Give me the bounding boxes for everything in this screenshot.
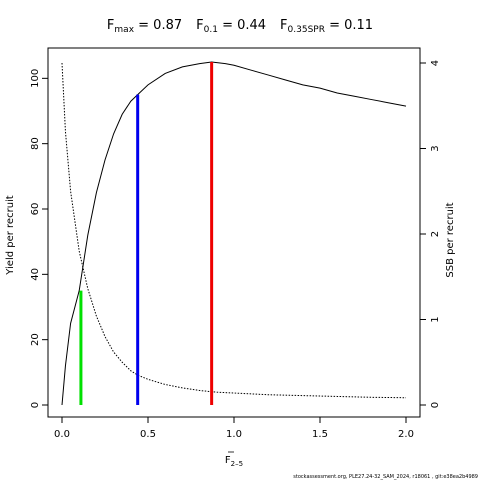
y-tick-label: 40 <box>30 268 41 281</box>
fmax-symbol: F <box>107 18 114 33</box>
y2-tick-label: 3 <box>430 145 441 151</box>
x-tick-label: 1.0 <box>226 429 242 440</box>
f01-value: = 0.44 <box>218 18 266 33</box>
y-axis-label: Yield per recruit <box>5 195 16 276</box>
f01-symbol: F <box>196 18 203 33</box>
x-tick-label: 1.5 <box>312 429 328 440</box>
y-tick-label: 80 <box>30 137 41 150</box>
ssb-per-recruit-line <box>61 62 407 399</box>
x-axis-label-subscript: 2–5 <box>231 460 243 468</box>
y-axis-right: 0 1 2 3 4 <box>419 60 441 408</box>
y2-tick-label: 0 <box>430 402 441 408</box>
x-axis-label-main: F <box>225 455 231 466</box>
y2-tick-label: 2 <box>430 231 441 237</box>
plot-frame <box>47 47 421 418</box>
y2-tick-label: 4 <box>430 60 441 66</box>
chart-title: Fmax = 0.87 F0.1 = 0.44 F0.35SPR = 0.11 <box>107 18 373 35</box>
x-tick-label: 0.5 <box>140 429 156 440</box>
y2-axis-label: SSB per recruit <box>445 202 456 277</box>
credit-text: stockassessment.org, PLE27.24-32_SAM_202… <box>293 474 478 480</box>
fspr-subscript: 0.35SPR <box>288 25 325 35</box>
chart-marks <box>61 61 407 406</box>
y-tick-label: 100 <box>30 69 41 88</box>
fmax-value: = 0.87 <box>134 18 182 33</box>
x-tick-label: 0.0 <box>54 429 70 440</box>
y-tick-label: 60 <box>30 203 41 216</box>
x-tick-label: 2.0 <box>398 429 414 440</box>
y-tick-label: 0 <box>30 402 41 408</box>
fspr-symbol: F <box>280 18 287 33</box>
x-axis-label: F2–5 <box>225 455 243 468</box>
fmax-subscript: max <box>114 25 134 35</box>
f01-subscript: 0.1 <box>204 25 218 35</box>
yield-per-recruit-line <box>61 61 407 406</box>
x-axis: 0.0 0.5 1.0 1.5 2.0 <box>54 416 414 440</box>
fspr-value: = 0.11 <box>325 18 373 33</box>
y2-tick-label: 1 <box>430 316 441 322</box>
y-tick-label: 20 <box>30 333 41 346</box>
y-axis-left: 0 20 40 60 80 100 <box>30 69 49 408</box>
